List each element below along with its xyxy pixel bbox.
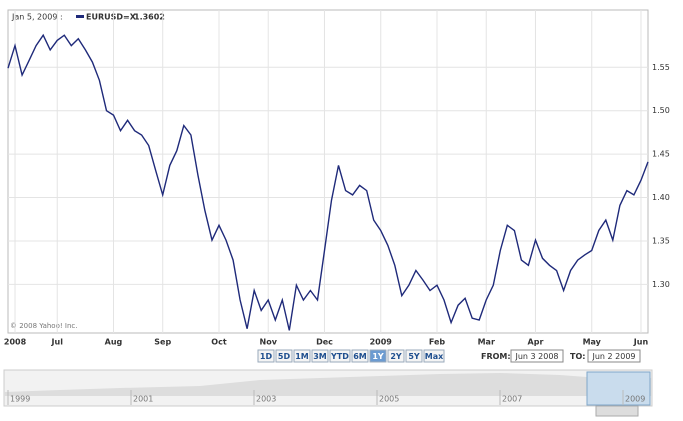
from-date[interactable]: Jun 3 2008 xyxy=(514,352,558,361)
x-tick-label: Jun xyxy=(633,338,649,347)
to-label: TO: xyxy=(570,352,585,361)
range-button-label[interactable]: 1D xyxy=(260,352,273,361)
x-tick-label: Apr xyxy=(528,338,544,347)
from-box[interactable] xyxy=(510,349,564,363)
x-tick-label: Nov xyxy=(260,338,278,347)
navigator-year: 2007 xyxy=(502,395,522,404)
to-date[interactable]: Jun 2 2009 xyxy=(591,352,635,361)
copyright: © 2008 Yahoo! Inc. xyxy=(10,322,77,330)
x-tick-label: Jul xyxy=(51,338,64,347)
navigator-year: 2003 xyxy=(256,395,276,404)
range-button[interactable] xyxy=(369,349,387,363)
x-tick-label: Sep xyxy=(154,338,171,347)
legend-name: EURUSD=X xyxy=(86,13,137,22)
y-tick-label: 1.40 xyxy=(652,193,670,202)
range-button-label[interactable]: 1M xyxy=(295,352,309,361)
navigator-year: 2001 xyxy=(133,395,153,404)
range-button[interactable] xyxy=(329,349,351,363)
range-button[interactable] xyxy=(405,349,423,363)
legend-value: 1.3602 xyxy=(134,13,165,22)
x-tick-label: Oct xyxy=(211,338,227,347)
plot-frame xyxy=(7,9,649,334)
x-tick-label: 2008 xyxy=(4,338,27,347)
navigator-scroll[interactable] xyxy=(595,405,639,417)
legend-swatch xyxy=(76,15,84,18)
to-box[interactable] xyxy=(587,349,641,363)
x-tick-label: Aug xyxy=(105,338,123,347)
price-line xyxy=(7,33,649,331)
range-button-label[interactable]: 5D xyxy=(278,352,291,361)
range-button[interactable] xyxy=(257,349,275,363)
range-button[interactable] xyxy=(351,349,369,363)
y-tick-label: 1.55 xyxy=(652,63,670,72)
range-button-label[interactable]: 1Y xyxy=(372,352,384,361)
range-button[interactable] xyxy=(423,349,445,363)
navigator-window[interactable] xyxy=(586,371,651,406)
header-date: Jan 5, 2009 : xyxy=(11,13,63,22)
range-button-label[interactable]: 5Y xyxy=(408,352,420,361)
x-tick-label: Mar xyxy=(478,338,495,347)
range-button-label[interactable]: Max xyxy=(425,352,444,361)
y-tick-label: 1.30 xyxy=(652,280,670,289)
range-button-label[interactable]: YTD xyxy=(330,352,349,361)
y-tick-label: 1.45 xyxy=(652,150,670,159)
x-tick-label: Dec xyxy=(316,338,333,347)
range-button[interactable] xyxy=(293,349,311,363)
navigator-year: 2005 xyxy=(379,395,399,404)
range-button-label[interactable]: 3M xyxy=(313,352,327,361)
navigator-year: 1999 xyxy=(10,395,30,404)
range-button-label[interactable]: 2Y xyxy=(390,352,402,361)
range-button-label[interactable]: 6M xyxy=(353,352,367,361)
y-tick-label: 1.35 xyxy=(652,236,670,245)
y-tick-label: 1.50 xyxy=(652,106,670,115)
range-button[interactable] xyxy=(311,349,329,363)
range-button[interactable] xyxy=(275,349,293,363)
range-button[interactable] xyxy=(387,349,405,363)
x-tick-label: Feb xyxy=(429,338,446,347)
from-label: FROM: xyxy=(481,352,511,361)
x-tick-label: May xyxy=(583,338,602,347)
x-tick-label: 2009 xyxy=(370,338,393,347)
navigator-year: 2009 xyxy=(625,395,645,404)
navigator-area xyxy=(4,373,652,396)
